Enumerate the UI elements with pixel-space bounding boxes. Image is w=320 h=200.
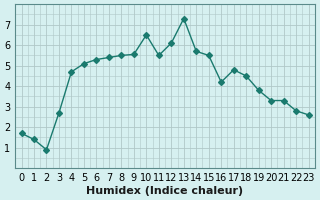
X-axis label: Humidex (Indice chaleur): Humidex (Indice chaleur) [86, 186, 244, 196]
